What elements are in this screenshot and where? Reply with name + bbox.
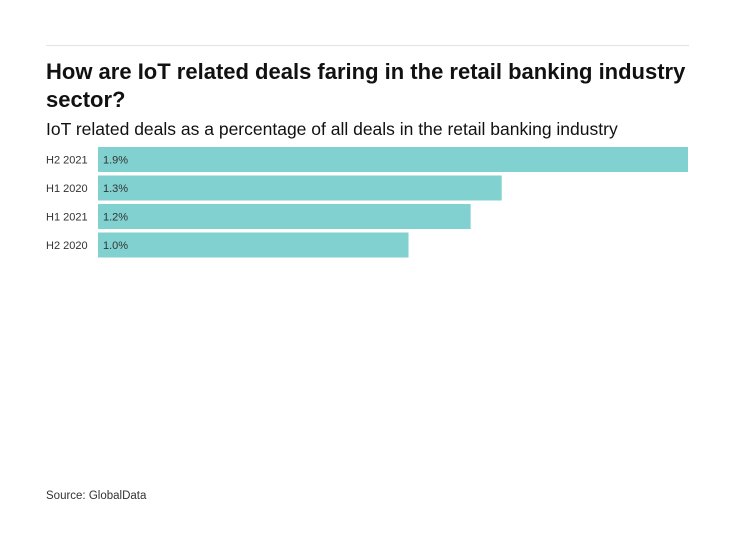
source-note: Source: GlobalData — [46, 490, 147, 502]
value-label: 1.2% — [103, 212, 128, 224]
category-label: H1 2021 — [46, 212, 88, 224]
bar-h1-2020 — [98, 175, 502, 201]
bar-h2-2020 — [98, 232, 409, 258]
category-label: H1 2020 — [46, 183, 88, 195]
chart-title: How are IoT related deals faring in the … — [46, 59, 686, 112]
top-divider — [46, 45, 689, 46]
value-label: 1.0% — [103, 240, 128, 252]
category-label: H2 2021 — [46, 155, 88, 167]
bar-h2-2021 — [98, 147, 688, 172]
category-label: H2 2020 — [46, 240, 88, 252]
bar-h1-2021 — [98, 204, 471, 229]
value-label: 1.3% — [103, 183, 128, 195]
value-label: 1.9% — [103, 155, 128, 167]
chart-subtitle: IoT related deals as a percentage of all… — [46, 119, 618, 139]
